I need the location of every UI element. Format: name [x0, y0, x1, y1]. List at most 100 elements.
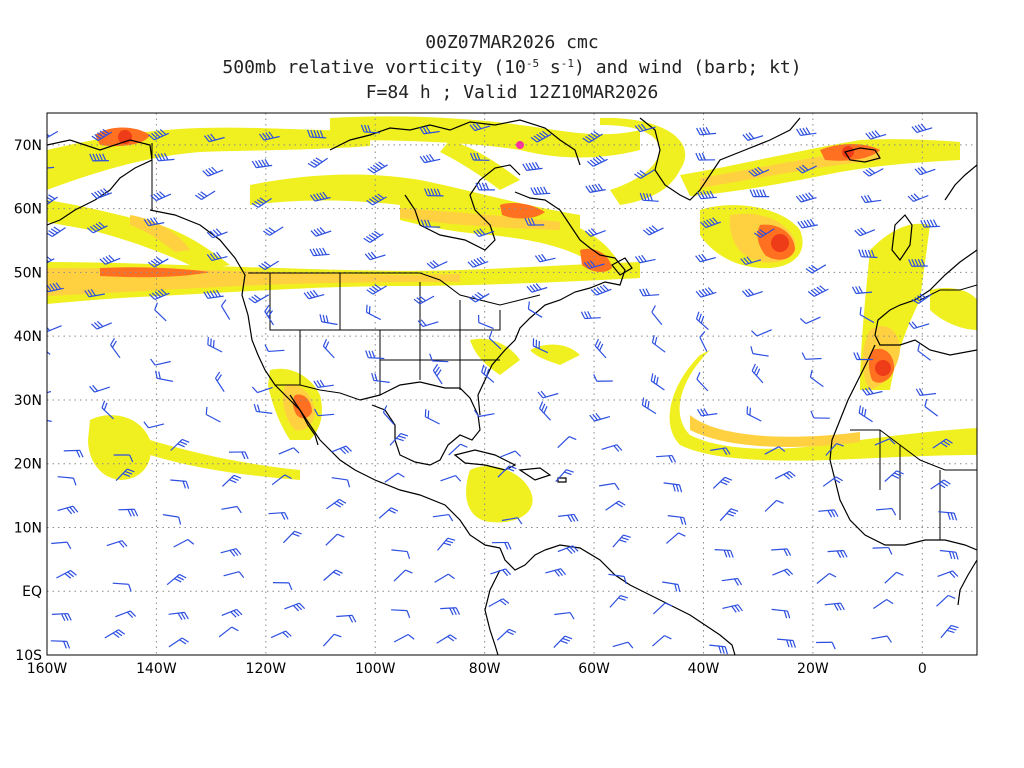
- wind-barb: [796, 164, 817, 174]
- wind-barb: [170, 438, 190, 451]
- wind-barb: [873, 599, 894, 609]
- wind-barb: [284, 602, 306, 612]
- wind-barb: [264, 344, 285, 353]
- wind-barb: [859, 306, 875, 324]
- wind-barb: [314, 408, 335, 417]
- wind-barb: [202, 166, 224, 177]
- coast-north-africa: [829, 344, 977, 551]
- longitude-axis: 160W 140W 120W 100W 80W 60W 40W 20W 0: [27, 661, 927, 677]
- wind-barb: [582, 130, 603, 143]
- coast-us-east: [477, 247, 626, 416]
- vorticity-shading: [47, 116, 977, 523]
- map-content: [47, 113, 977, 655]
- wind-barb: [750, 346, 769, 357]
- lon-tick-label: 20W: [797, 661, 829, 677]
- wind-barb: [545, 568, 567, 577]
- wind-barb: [751, 329, 772, 337]
- wind-barb: [331, 445, 352, 455]
- lat-tick-label: 10S: [15, 648, 42, 664]
- wind-barb: [491, 541, 512, 550]
- wind-barb: [651, 305, 663, 326]
- wind-barb: [534, 253, 556, 263]
- coast-europe-iberia: [874, 249, 977, 356]
- wind-barbs: [47, 122, 959, 655]
- coastlines: [47, 117, 977, 655]
- wind-barb: [84, 288, 105, 298]
- wind-barb: [589, 412, 611, 422]
- wind-barb: [639, 288, 660, 297]
- coast-newfoundland: [611, 257, 633, 276]
- wind-barb: [651, 335, 666, 353]
- wind-barb: [818, 509, 839, 518]
- wind-barb: [695, 311, 709, 331]
- coast-cuba: [453, 449, 517, 471]
- coast-puerto-rico: [557, 477, 567, 483]
- wind-barb: [749, 189, 770, 198]
- wind-barb: [587, 155, 608, 167]
- coast-western-canada: [149, 209, 249, 316]
- wind-barb: [393, 633, 415, 643]
- wind-barb: [722, 604, 743, 613]
- lon-tick-label: 120W: [246, 661, 287, 677]
- wind-barb: [57, 476, 77, 486]
- coast-central-america: [499, 547, 546, 571]
- wind-barb: [920, 219, 941, 228]
- title-line-valid: F=84 h ; Valid 12Z10MAR2026: [365, 82, 659, 103]
- wind-barb: [501, 517, 523, 525]
- border-us-states-b: [380, 300, 501, 390]
- wind-barb: [253, 403, 273, 414]
- wind-barb: [365, 350, 385, 360]
- wind-barb: [696, 408, 718, 417]
- wind-barb: [652, 602, 673, 615]
- wind-barb: [884, 470, 904, 482]
- wind-barb: [264, 304, 275, 326]
- wind-barb: [539, 401, 551, 421]
- wind-barb: [218, 626, 239, 638]
- wind-barb: [699, 331, 708, 352]
- wind-barb: [771, 548, 792, 557]
- wind-barb: [907, 193, 929, 203]
- wind-barb: [51, 541, 72, 550]
- wind-barb: [930, 479, 951, 490]
- wind-barb: [764, 499, 784, 512]
- wind-barb: [389, 432, 409, 446]
- lat-tick-label: 50N: [14, 265, 42, 281]
- wind-barb: [605, 500, 626, 511]
- vorticity-contour-level-1: [47, 116, 977, 523]
- shading-north-africa: [930, 288, 977, 330]
- shading-atlantic-trough-core: [690, 415, 860, 447]
- wind-barb: [206, 251, 228, 262]
- wind-barb: [751, 363, 764, 384]
- wind-barb: [259, 131, 280, 141]
- wind-barb: [251, 159, 273, 169]
- wind-barb: [537, 390, 559, 399]
- field-text-c: ) and wind (barb; kt): [574, 57, 802, 78]
- wind-barb: [214, 371, 225, 393]
- shading-atlantic-low-peak: [771, 234, 789, 252]
- wind-barb: [434, 573, 455, 583]
- coast-british-isles: [891, 214, 913, 262]
- wind-barb: [367, 161, 388, 174]
- wind-barb: [809, 369, 824, 388]
- wind-barb: [448, 443, 468, 456]
- wind-barb: [797, 218, 818, 229]
- wind-barb: [872, 546, 893, 555]
- wind-barb: [580, 311, 601, 320]
- wind-barb: [469, 122, 491, 132]
- lat-tick-label: EQ: [22, 584, 42, 600]
- wind-barb: [496, 628, 517, 641]
- wind-barb: [712, 476, 733, 489]
- wind-barb: [753, 228, 775, 238]
- wind-barb: [488, 598, 510, 608]
- wind-barb: [221, 474, 242, 487]
- border-us-canada: [248, 272, 541, 306]
- wind-barb: [796, 127, 817, 137]
- wind-barb: [336, 614, 357, 623]
- wind-barb: [47, 166, 55, 170]
- wind-barb: [473, 228, 495, 238]
- wind-barb: [331, 477, 351, 488]
- wind-barb: [810, 410, 830, 419]
- wind-barb: [148, 128, 170, 141]
- wind-barb: [322, 633, 342, 647]
